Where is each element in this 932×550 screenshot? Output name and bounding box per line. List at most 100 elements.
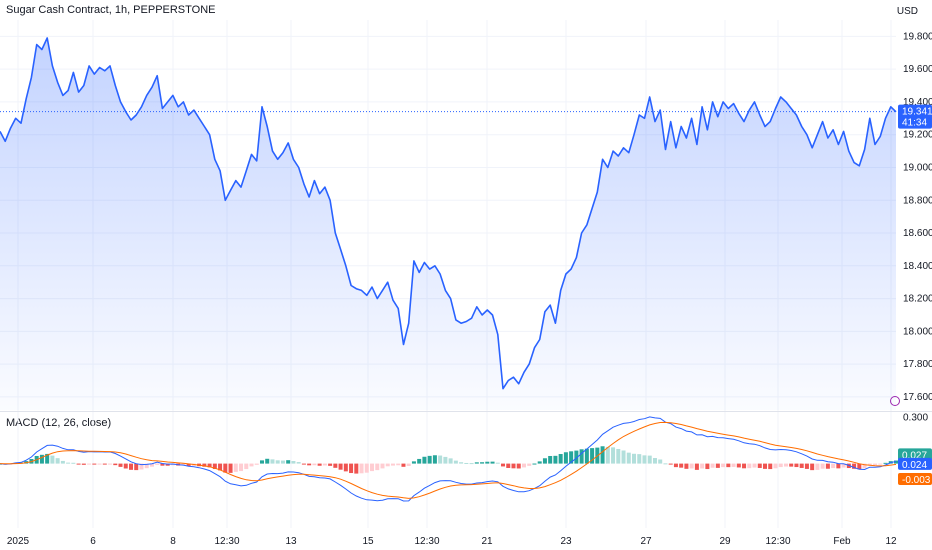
histogram-bar [501, 463, 506, 467]
macd-hist-tag: 0.027 [898, 448, 932, 461]
indicator-label: MACD (12, 26, close) [6, 417, 112, 429]
histogram-bar [757, 463, 762, 468]
histogram-bar [364, 463, 369, 473]
histogram-bar [296, 462, 301, 464]
histogram-bar [773, 463, 778, 469]
histogram-bar [186, 463, 191, 466]
histogram-bar [621, 450, 626, 464]
histogram-bar [338, 463, 343, 470]
histogram-bar [432, 455, 437, 464]
histogram-bar [584, 448, 589, 464]
histogram-bar [254, 463, 259, 465]
x-tick-label: 12:30 [414, 536, 439, 547]
histogram-bar [521, 463, 526, 468]
x-tick-label: 29 [719, 536, 731, 547]
histogram-bar [160, 463, 165, 466]
x-tick-label: 8 [170, 536, 176, 547]
x-tick-label: 27 [640, 536, 652, 547]
signal-value-tag: -0.003 [898, 473, 932, 486]
axes: 19.800 19.600 19.400 19.200 19.000 18.800 18.6… [7, 31, 932, 547]
histogram-bar [752, 463, 757, 468]
histogram-bar [694, 463, 699, 470]
histogram-bar [836, 463, 841, 469]
histogram-bar [370, 463, 375, 472]
histogram-bar [87, 463, 92, 465]
histogram-bar [118, 463, 123, 467]
histogram-bar [700, 463, 705, 469]
histogram-bar [731, 463, 736, 467]
histogram-bar [658, 459, 663, 464]
histogram-bar [375, 463, 380, 471]
macd-line [0, 416, 897, 502]
y-tick-label: 18.200 [903, 294, 932, 305]
price-line [0, 37, 897, 390]
histogram-bar [39, 454, 44, 464]
y-tick-label: 19.200 [903, 130, 932, 141]
histogram-bar [736, 463, 741, 468]
histogram-bar [632, 453, 637, 464]
histogram-bar [411, 461, 416, 464]
y-tick-label: 18.000 [903, 326, 932, 337]
histogram-bar [626, 452, 631, 464]
histogram-bar [422, 456, 427, 464]
x-tick-label: Feb [833, 536, 851, 547]
histogram-bar [705, 463, 710, 470]
y-tick-label: 17.800 [903, 359, 932, 370]
histogram-bar [401, 463, 406, 467]
x-tick-label: 15 [362, 536, 374, 547]
histogram-bar [102, 463, 107, 465]
histogram-bar [663, 463, 668, 465]
histogram-bar [642, 455, 647, 464]
histogram-bar [328, 463, 333, 466]
histogram-bar [275, 460, 280, 464]
histogram-bar [165, 463, 170, 466]
last-price-tag-text: 41:34 [902, 118, 927, 129]
histogram-bar [181, 463, 186, 466]
histogram-bar [453, 460, 458, 464]
macd-hist-tag-text: 0.027 [902, 450, 927, 461]
histogram-bar [469, 463, 474, 465]
histogram-bar [600, 446, 605, 464]
x-tick-label: 6 [90, 536, 96, 547]
histogram-bar [128, 463, 133, 470]
macd-hist-tag-bg [898, 448, 932, 461]
histogram-bar [380, 463, 385, 469]
histogram-bar [155, 463, 160, 465]
histogram-bar [212, 463, 217, 470]
histogram-bar [825, 463, 830, 469]
histogram-bar [50, 455, 55, 464]
signal-value-tag-bg [898, 473, 932, 486]
histogram-bar [537, 461, 542, 464]
histogram-bar [542, 458, 547, 464]
histogram-bar [527, 463, 532, 466]
histogram-bar [317, 463, 322, 466]
histogram-bar [721, 463, 726, 468]
histogram-bar [239, 463, 244, 472]
histogram-bar [485, 461, 490, 464]
histogram-bar [810, 463, 815, 471]
histogram-bar [459, 462, 464, 464]
alert-marker-icon [890, 396, 900, 406]
histogram-bar [343, 463, 348, 472]
histogram-bar [878, 463, 883, 465]
histogram-bar [249, 463, 254, 467]
histogram-bar [270, 459, 275, 464]
histogram-bar [883, 462, 888, 464]
histogram-bar [841, 463, 846, 468]
y-tick-label: 18.400 [903, 261, 932, 272]
histogram-bar [511, 463, 516, 469]
histogram-bar [280, 460, 285, 464]
histogram-bar [333, 463, 338, 468]
histogram-bar [396, 463, 401, 466]
currency-label: USD [896, 6, 918, 17]
histogram-bar [108, 463, 113, 465]
histogram-bar [862, 463, 867, 469]
histogram-bar [427, 455, 432, 464]
histogram-bar [548, 455, 553, 464]
macd-value-tag-bg [898, 457, 932, 470]
histogram-bar [689, 463, 694, 469]
histogram-bar [474, 462, 479, 464]
histogram-bar [616, 448, 621, 464]
